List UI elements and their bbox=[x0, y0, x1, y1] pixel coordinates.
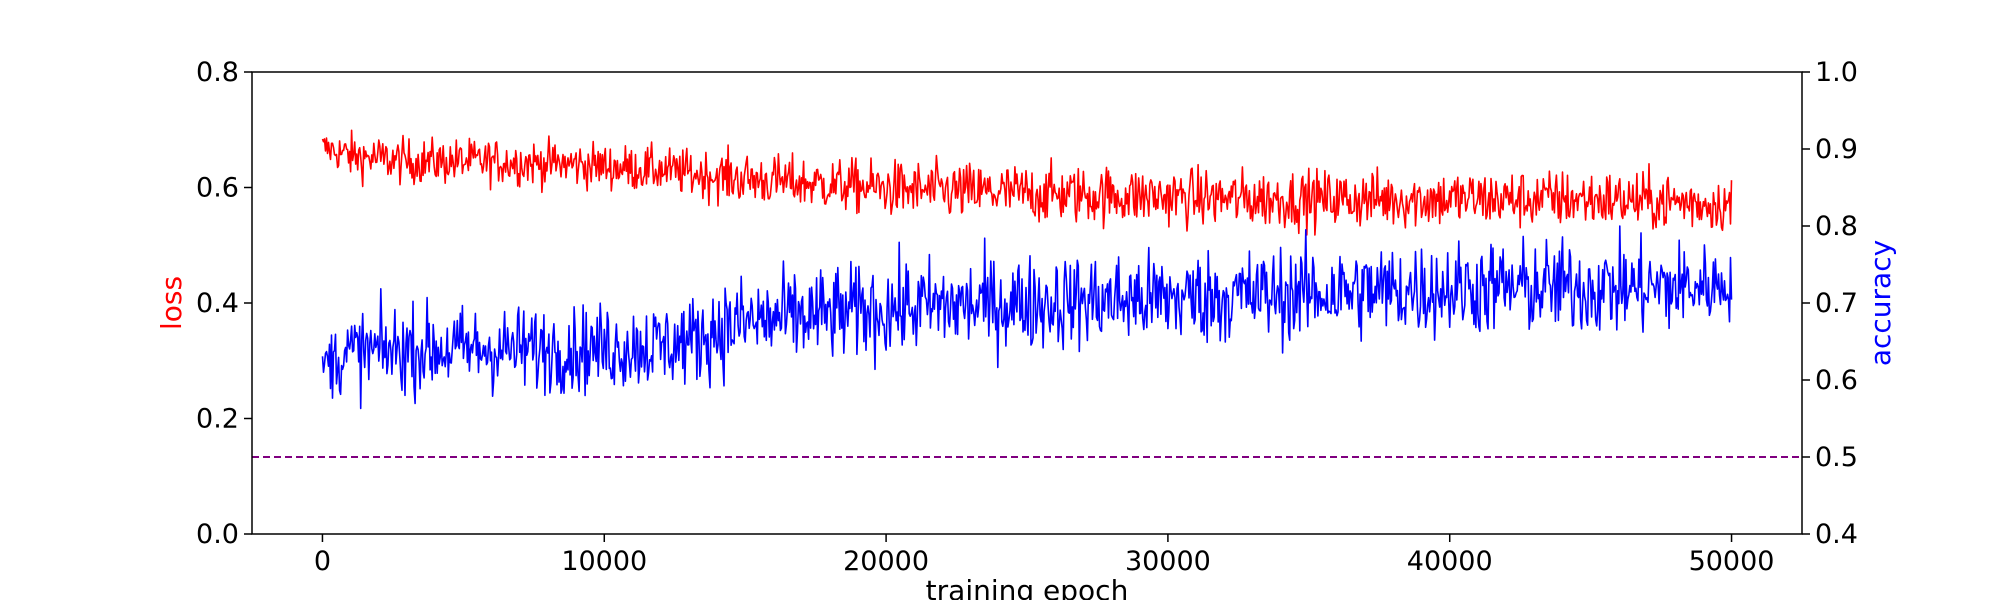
x-tick-label: 10000 bbox=[561, 546, 647, 577]
y-left-tick-label: 0.2 bbox=[196, 404, 239, 435]
y-left-tick-label: 0.4 bbox=[196, 288, 239, 319]
y-right-tick-label: 0.5 bbox=[1815, 442, 1858, 473]
y-right-tick-label: 0.4 bbox=[1815, 519, 1858, 550]
accuracy-series-line bbox=[321, 225, 1733, 410]
y-right-tick-label: 0.6 bbox=[1815, 365, 1858, 396]
y-axis-left-label: loss bbox=[155, 276, 188, 330]
y-right-tick-label: 0.9 bbox=[1815, 134, 1858, 165]
y-axis-right: 0.4 0.5 0.6 0.7 0.8 0.9 1.0 bbox=[1802, 57, 1858, 550]
x-axis-label: training epoch bbox=[926, 574, 1129, 600]
x-tick-label: 20000 bbox=[843, 546, 929, 577]
x-tick-label: 40000 bbox=[1407, 546, 1493, 577]
plot-layer bbox=[321, 129, 1733, 410]
y-right-tick-label: 0.8 bbox=[1815, 211, 1858, 242]
x-tick-label: 30000 bbox=[1125, 546, 1211, 577]
y-axis-left: 0.0 0.2 0.4 0.6 0.8 bbox=[196, 57, 252, 550]
x-tick-label: 0 bbox=[314, 546, 331, 577]
y-left-tick-label: 0.6 bbox=[196, 173, 239, 204]
x-tick-label: 50000 bbox=[1689, 546, 1775, 577]
y-right-tick-label: 1.0 bbox=[1815, 57, 1858, 88]
y-right-tick-label: 0.7 bbox=[1815, 288, 1858, 319]
y-left-tick-label: 0.0 bbox=[196, 519, 239, 550]
y-axis-right-label: accuracy bbox=[1864, 240, 1897, 366]
loss-series-line bbox=[321, 129, 1733, 236]
y-left-tick-label: 0.8 bbox=[196, 57, 239, 88]
x-axis: 0 10000 20000 30000 40000 50000 bbox=[314, 534, 1775, 577]
